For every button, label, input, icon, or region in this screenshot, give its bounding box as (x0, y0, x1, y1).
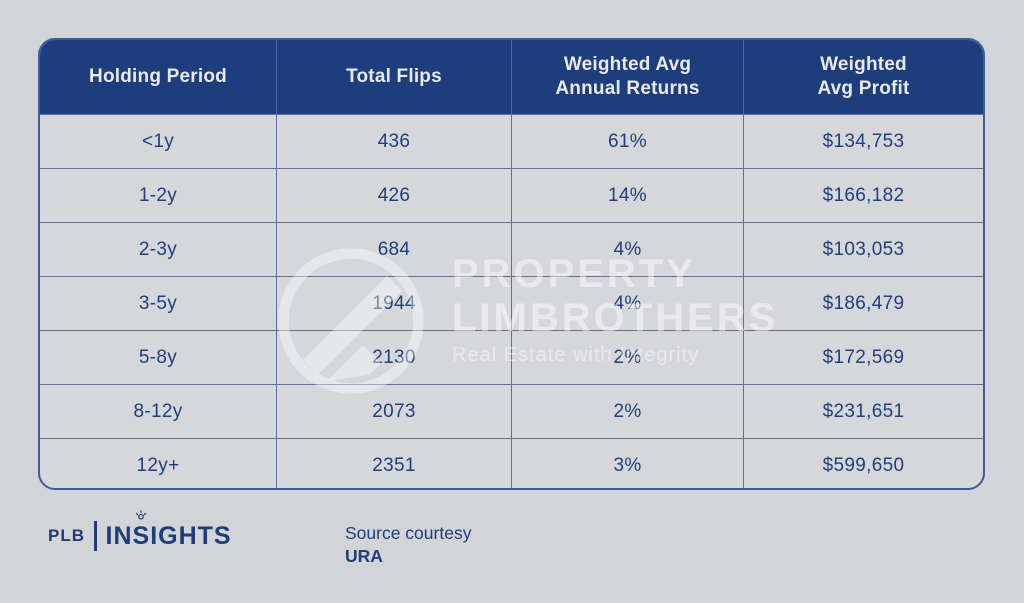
cell-profit: $166,182 (822, 184, 905, 206)
cell-total-flips: 2351 (277, 439, 512, 488)
cell-holding-period: 12y+ (40, 439, 277, 488)
table-row: 3-5y 1944 4% $186,479 (40, 276, 983, 330)
logo-divider (94, 521, 97, 551)
cell-holding-period: 8-12y (40, 385, 277, 438)
cell-returns: 3% (512, 439, 744, 488)
table-row: 12y+ 2351 3% $599,650 (40, 438, 983, 488)
table-row: 5-8y 2130 2% $172,569 (40, 330, 983, 384)
insights-text-pre: IN (105, 521, 133, 550)
cell-total-flips: 436 (277, 115, 512, 168)
cell-returns: 61% (512, 115, 744, 168)
cell-profit: $186,479 (822, 292, 905, 314)
plb-logo-text: PLB (48, 526, 85, 545)
cell-profit: $172,569 (822, 346, 905, 368)
column-header-total-flips: Total Flips (277, 40, 512, 114)
cell-holding-period: 1-2y (40, 169, 277, 222)
source-line-2: URA (345, 546, 383, 566)
flips-data-table: Holding Period Total Flips Weighted Avg … (38, 38, 985, 490)
cell-returns: 2% (512, 331, 744, 384)
cell-profit: $103,053 (822, 238, 905, 260)
insights-text-post: IGHTS (150, 521, 232, 550)
cell-total-flips: 2073 (277, 385, 512, 438)
insights-s-char: S (132, 521, 151, 550)
cell-returns: 14% (512, 169, 744, 222)
insights-logo-text: IN S IGHTS (105, 509, 232, 551)
column-header-weighted-avg-annual-returns: Weighted Avg Annual Returns (512, 40, 744, 114)
source-line-1: Source courtesy (345, 523, 472, 543)
source-attribution: Source courtesy URA (345, 522, 471, 568)
cell-holding-period: <1y (40, 115, 277, 168)
cell-holding-period: 3-5y (40, 277, 277, 330)
column-header-weighted-avg-profit: Weighted Avg Profit (817, 54, 910, 99)
cell-returns: 2% (512, 385, 744, 438)
cell-holding-period: 5-8y (40, 331, 277, 384)
table-header-row: Holding Period Total Flips Weighted Avg … (40, 40, 983, 114)
table-row: 1-2y 426 14% $166,182 (40, 168, 983, 222)
cell-returns: 4% (512, 223, 744, 276)
plb-insights-logo: PLB IN S IGHTS (48, 509, 232, 551)
cell-total-flips: 2130 (277, 331, 512, 384)
cell-total-flips: 426 (277, 169, 512, 222)
cell-holding-period: 2-3y (40, 223, 277, 276)
table-row: 8-12y 2073 2% $231,651 (40, 384, 983, 438)
cell-profit: $134,753 (822, 130, 905, 152)
lightbulb-icon (136, 509, 147, 520)
column-header-holding-period: Holding Period (40, 40, 277, 114)
insights-text-s: S (132, 509, 151, 551)
cell-total-flips: 684 (277, 223, 512, 276)
table-row: <1y 436 61% $134,753 (40, 114, 983, 168)
cell-profit: $599,650 (822, 454, 905, 476)
cell-returns: 4% (512, 277, 744, 330)
table-row: 2-3y 684 4% $103,053 (40, 222, 983, 276)
cell-total-flips: 1944 (277, 277, 512, 330)
cell-profit: $231,651 (822, 400, 905, 422)
